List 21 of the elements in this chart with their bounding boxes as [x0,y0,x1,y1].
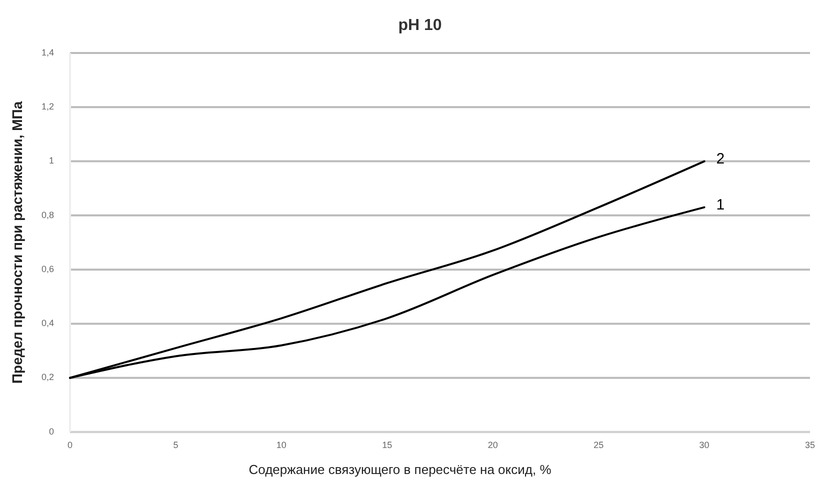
x-tick-label: 20 [488,440,498,450]
x-tick-label: 0 [67,440,73,450]
y-tick-label: 0,8 [41,210,54,220]
y-tick-label: 1,4 [41,47,54,58]
series-label: 1 [716,196,725,214]
x-axis-title: Содержание связующего в пересчёте на оксид, % [248,462,552,477]
y-tick-label: 0,2 [41,372,54,382]
y-tick-label: 1 [48,156,54,166]
y-axis-title: Предел прочности при растяжении, МПа [9,101,25,384]
chart-title: pH 10 [398,17,442,34]
series-label: 2 [716,150,725,168]
x-tick-label: 5 [173,440,178,450]
y-tick-label: 0,6 [41,264,54,274]
x-tick-label: 35 [804,440,816,450]
x-tick-label: 25 [594,440,604,450]
x-tick-label: 10 [276,440,286,450]
y-tick-label: 0,4 [41,318,54,328]
x-tick-label: 15 [382,440,392,450]
y-tick-label: 0 [48,426,54,436]
x-tick-label: 30 [699,440,710,450]
y-tick-label: 1,2 [41,102,54,112]
